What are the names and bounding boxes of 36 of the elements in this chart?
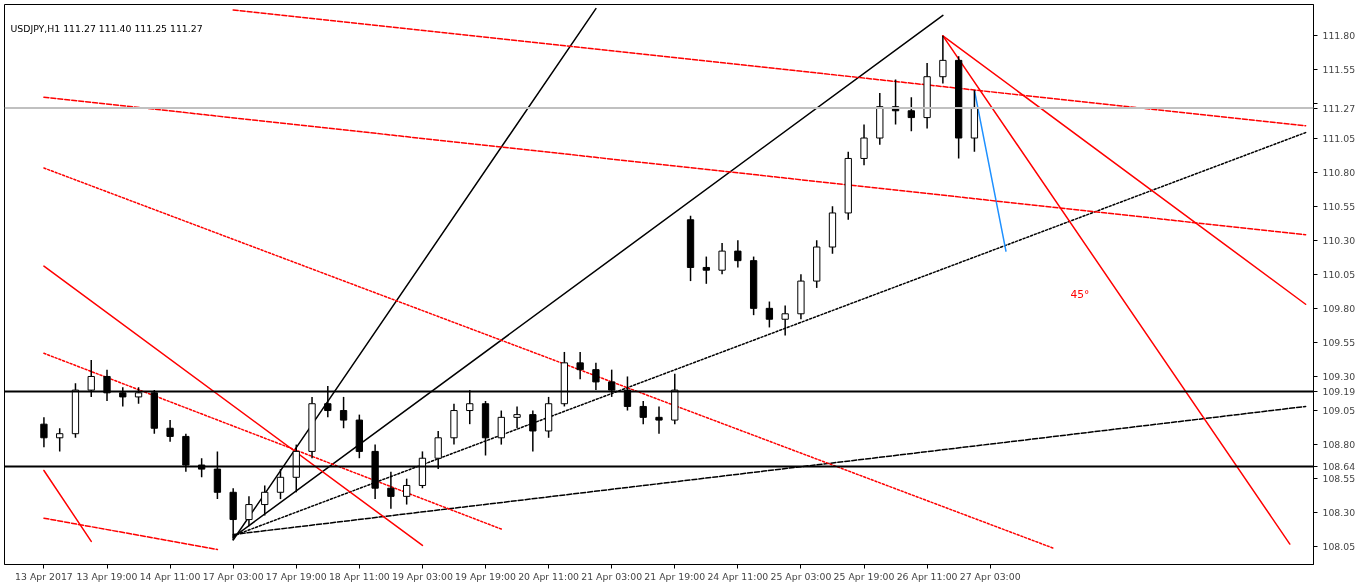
text: 108.80 [1322,439,1356,451]
text: 110.05 [1322,268,1356,280]
x-tick-label: 25 Apr 03:00 [770,570,832,582]
text: 110.80 [1322,166,1356,178]
x-tick-label: 21 Apr 03:00 [581,570,643,582]
x-tick-label: 13 Apr 2017 [15,570,73,582]
x-tick-label: 17 Apr 19:00 [265,570,327,582]
x-tick-label: 14 Apr 11:00 [139,570,201,582]
x-tick-label: 25 Apr 19:00 [833,570,895,582]
text: 108.55 [1322,473,1356,485]
text: 109.55 [1322,336,1356,348]
text: 111.55 [1322,64,1356,76]
x-tick-label: 20 Apr 11:00 [518,570,580,582]
ref-line-label: 111.27 [1322,102,1356,114]
ref-line-label: 108.64 [1322,460,1356,472]
text: 108.30 [1322,507,1356,519]
text: 110.30 [1322,234,1356,246]
x-tick-label: 18 Apr 11:00 [328,570,390,582]
annotation: 45° [1070,287,1090,301]
x-tick-label: 21 Apr 19:00 [644,570,706,582]
x-tick-label: 17 Apr 03:00 [202,570,264,582]
text: 108.05 [1322,541,1356,553]
x-tick-label: 19 Apr 03:00 [392,570,453,582]
text: 111.80 [1322,30,1356,42]
text: USDJPY,H1 111.27 111.40 111.25 111.27 [10,22,203,34]
x-tick-label: 13 Apr 19:00 [76,570,138,582]
text: 109.05 [1322,405,1356,417]
x-tick-label: 26 Apr 11:00 [896,570,958,582]
text: 109.30 [1322,370,1356,382]
x-tick-label: 24 Apr 11:00 [707,570,769,582]
ref-line-label: 109.19 [1322,385,1356,397]
x-tick-label: 19 Apr 19:00 [455,570,516,582]
text: 111.05 [1322,132,1356,144]
text: 110.55 [1322,200,1356,212]
text: 109.80 [1322,302,1356,314]
x-tick-label: 27 Apr 03:00 [959,570,1021,582]
